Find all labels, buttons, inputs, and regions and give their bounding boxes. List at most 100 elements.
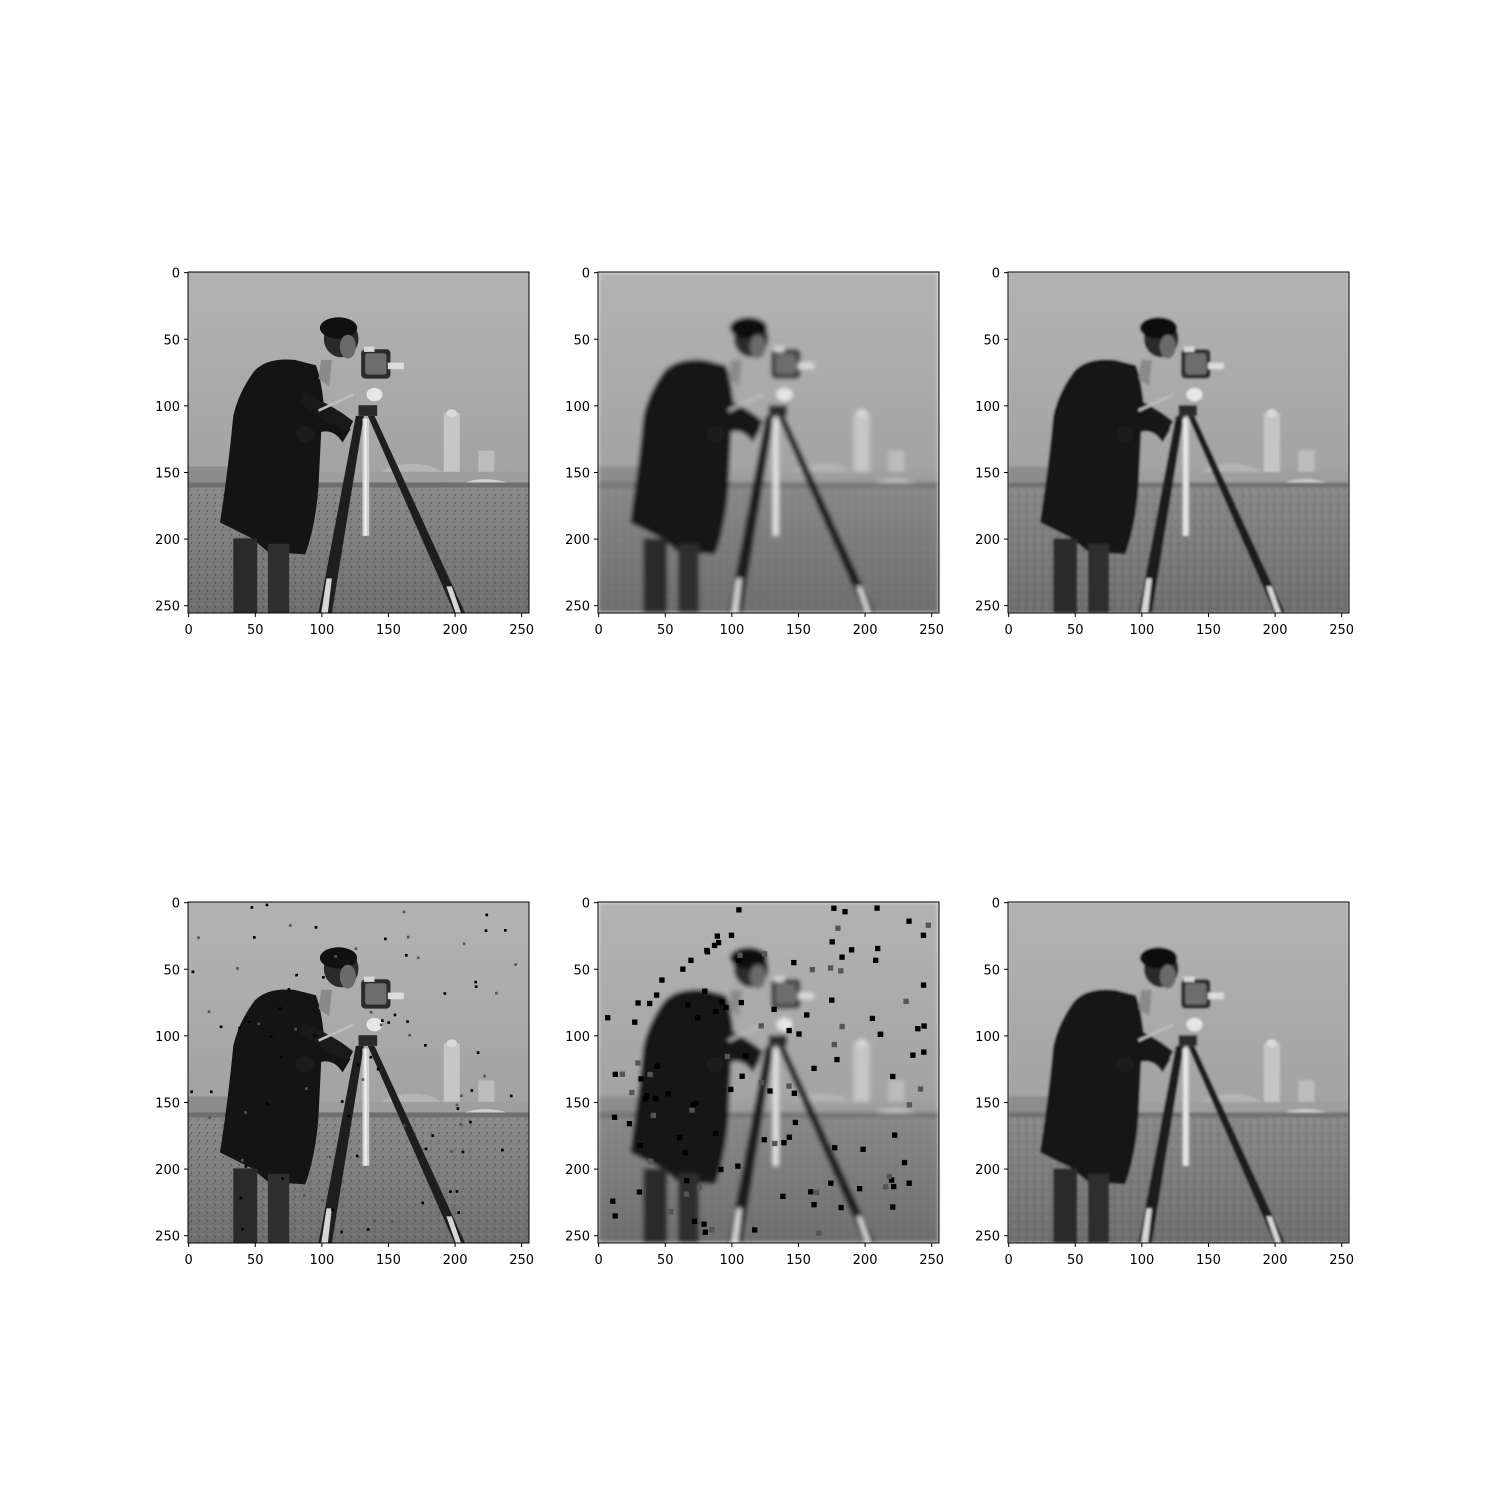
noise-dot: [470, 1089, 474, 1092]
noise-dot: [813, 1189, 820, 1196]
y-tick-label: 200: [565, 533, 590, 548]
noise-dot: [842, 909, 848, 915]
x-tick-label: 250: [919, 623, 944, 638]
noise-dot: [474, 985, 478, 989]
noise-dot: [860, 1146, 866, 1153]
noise-dot: [920, 982, 927, 988]
noise-dot: [406, 935, 410, 939]
noise-dot: [811, 1201, 817, 1208]
noise-dot: [393, 1013, 397, 1017]
noise-dot: [906, 1180, 912, 1186]
noise-dot: [659, 977, 665, 983]
x-tick-label: 150: [1196, 623, 1221, 638]
noise-dot: [485, 913, 489, 917]
y-tick-label: 0: [992, 897, 1000, 912]
noise-dot: [361, 1078, 365, 1081]
noise-dot: [238, 1026, 241, 1030]
noise-dot: [250, 906, 254, 909]
noise-dot: [714, 933, 721, 939]
noise-dot: [265, 1102, 269, 1105]
noise-dot: [917, 1086, 924, 1092]
noise-dot: [648, 1158, 654, 1164]
noise-dot: [197, 936, 200, 940]
noise-dot: [831, 905, 837, 911]
x-tick-label: 0: [595, 1253, 603, 1268]
noise-dot: [835, 925, 841, 931]
y-tick-label: 50: [573, 963, 590, 978]
noise-dot: [495, 991, 498, 995]
x-tick-label: 200: [443, 623, 468, 638]
noise-dot: [792, 1119, 799, 1126]
noise-dot: [761, 951, 768, 957]
noise-dot: [387, 1021, 391, 1024]
x-tick-label: 0: [1005, 1253, 1013, 1268]
x-tick-label: 0: [595, 623, 603, 638]
x-tick-label: 150: [786, 1253, 811, 1268]
noise-dot: [402, 1124, 406, 1128]
noise-dot: [761, 1137, 767, 1143]
noise-dot: [839, 954, 845, 960]
noise-dot: [688, 957, 694, 964]
noise-dot: [780, 1193, 786, 1200]
noise-dot: [831, 1041, 837, 1048]
noise-dot: [838, 968, 844, 974]
noise-dot: [390, 1220, 394, 1223]
y-tick-label: 100: [975, 400, 1000, 415]
noise-dot: [712, 1130, 719, 1137]
noise-dot: [303, 1194, 306, 1197]
noise-dot: [373, 1219, 376, 1223]
x-tick-label: 100: [1129, 623, 1154, 638]
noise-dot: [682, 1150, 688, 1156]
y-tick-label: 50: [163, 963, 180, 978]
noise-dot: [874, 905, 880, 911]
noise-dot: [612, 1071, 618, 1078]
y-tick-label: 150: [155, 466, 180, 481]
noise-dot: [424, 1147, 428, 1151]
x-tick-label: 200: [1263, 623, 1288, 638]
noise-dot: [689, 1107, 695, 1113]
noise-dot: [443, 992, 447, 995]
noise-dot: [827, 965, 834, 971]
x-tick-label: 50: [247, 623, 264, 638]
noise-dot: [786, 1083, 792, 1089]
noise-dot: [369, 1055, 373, 1059]
noise-dots: [605, 905, 932, 1236]
noise-dot: [886, 1173, 892, 1180]
noise-dot: [611, 1114, 618, 1120]
y-tick-label: 0: [582, 267, 590, 282]
noise-dot: [191, 970, 195, 974]
noise-dot: [509, 1094, 513, 1098]
noise-dot: [376, 1067, 380, 1071]
noise-dot: [514, 963, 518, 966]
y-tick-label: 200: [975, 533, 1000, 548]
noise-dot: [381, 1019, 384, 1023]
x-tick-label: 250: [919, 1253, 944, 1268]
y-tick-label: 50: [983, 333, 1000, 348]
noise-dot: [808, 1189, 814, 1195]
y-tick-label: 150: [975, 466, 1000, 481]
noise-dot: [638, 1076, 644, 1082]
noise-dot: [877, 1031, 883, 1038]
noise-dot: [314, 926, 318, 929]
axes-frame: [187, 901, 530, 1244]
noise-dot: [313, 1034, 317, 1038]
noise-dot: [278, 1007, 282, 1010]
x-tick-label: 100: [719, 623, 744, 638]
noise-dot: [265, 903, 269, 907]
noise-dot: [804, 1012, 810, 1018]
noise-dot: [873, 957, 879, 964]
image-panel-1: 0 50 100 150 200 250 0 50 100 150 200 250: [155, 267, 534, 638]
image-panel-3: 0 50 100 150 200 250 0 50 100 150 200 250: [975, 267, 1354, 638]
x-tick-label: 50: [1067, 1253, 1084, 1268]
noise-dot: [354, 947, 358, 950]
noise-dot: [925, 922, 932, 928]
noise-dot: [253, 936, 256, 939]
noise-dot: [903, 998, 909, 1005]
y-tick-label: 100: [565, 1030, 590, 1045]
noise-dot: [891, 1132, 898, 1138]
x-tick-label: 150: [376, 623, 401, 638]
noise-dot: [257, 1022, 261, 1026]
noise-dot: [702, 1229, 709, 1235]
axes-frame: [1007, 271, 1350, 614]
noise-dot: [455, 1103, 459, 1107]
